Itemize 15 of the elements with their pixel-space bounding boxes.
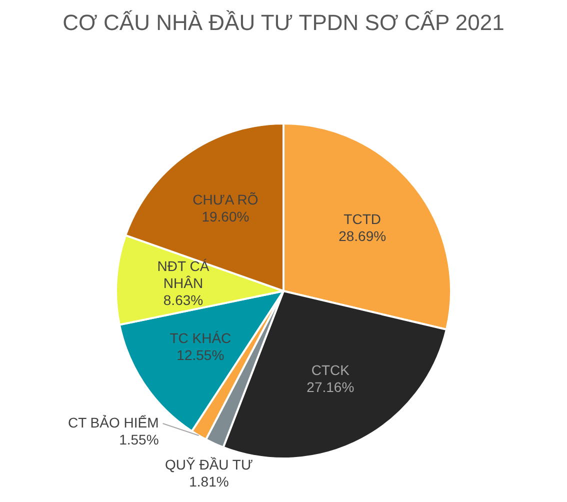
chart-title: CƠ CẤU NHÀ ĐẦU TƯ TPDN SƠ CẤP 2021 xyxy=(62,9,506,37)
data-label: 1.55% xyxy=(119,431,159,448)
slice-label: CTCK xyxy=(311,362,350,378)
slice-label: TC KHÁC xyxy=(170,330,232,346)
data-label: 1.81% xyxy=(189,474,229,490)
data-label: 12.55% xyxy=(176,346,224,363)
data-label: 27.16% xyxy=(306,379,354,396)
data-label: 28.69% xyxy=(338,228,386,244)
slice-label: CT BẢO HIỂM xyxy=(68,414,159,430)
data-label: 19.60% xyxy=(202,208,250,224)
slice-label: CHƯA RÕ xyxy=(192,191,258,208)
slice-label: TCTD xyxy=(344,211,381,227)
slice-label: QUỸ ĐẦU TƯ xyxy=(164,456,253,473)
slice-label: NĐT CÁ NHÂN xyxy=(157,258,210,292)
data-label: 8.63% xyxy=(163,292,204,308)
